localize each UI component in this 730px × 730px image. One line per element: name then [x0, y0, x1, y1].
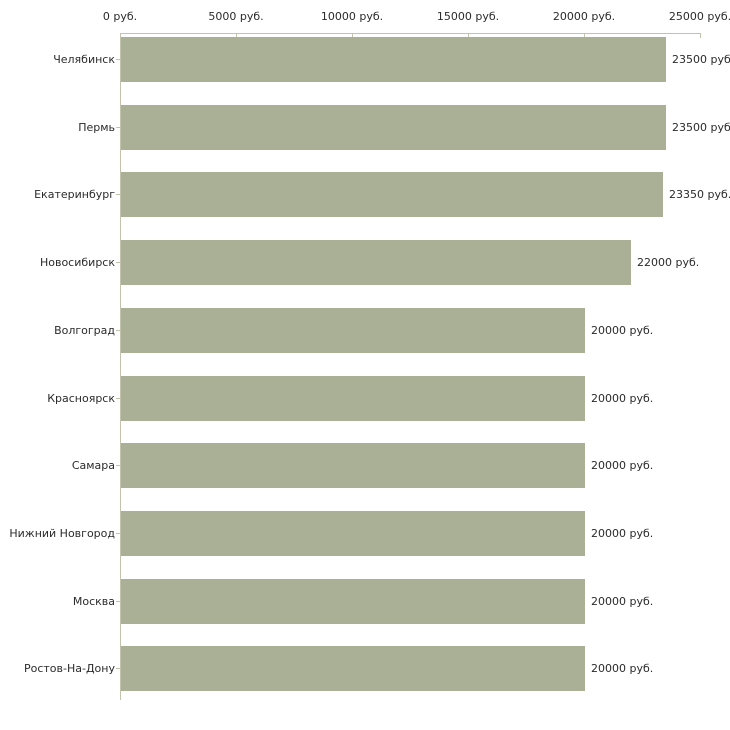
y-axis-tick: [116, 262, 121, 263]
y-axis-tick: [116, 465, 121, 466]
x-axis-tick: [352, 33, 353, 38]
y-axis-tick: [116, 668, 121, 669]
category-label: Новосибирск: [39, 256, 115, 269]
y-axis-tick: [116, 194, 121, 195]
value-label: 20000 руб.: [591, 392, 654, 405]
bar: [121, 376, 585, 421]
y-axis-tick: [116, 59, 121, 60]
x-axis-tick: [700, 33, 701, 38]
category-label: Нижний Новгород: [9, 527, 115, 540]
x-axis-tick: [468, 33, 469, 38]
bar: [121, 172, 663, 217]
value-label: 23500 руб.: [672, 53, 730, 66]
category-label: Волгоград: [54, 324, 115, 337]
category-label: Москва: [72, 595, 115, 608]
x-axis-line: [120, 33, 701, 34]
category-label: Самара: [71, 459, 115, 472]
bar: [121, 105, 666, 150]
y-axis-tick: [116, 127, 121, 128]
category-label: Екатеринбург: [34, 188, 115, 201]
value-label: 23350 руб.: [669, 188, 730, 201]
bar: [121, 240, 631, 285]
x-axis-tick-label: 0 руб.: [102, 10, 138, 23]
value-label: 20000 руб.: [591, 324, 654, 337]
y-axis-tick: [116, 601, 121, 602]
x-axis-tick: [236, 33, 237, 38]
x-axis-tick: [584, 33, 585, 38]
value-label: 20000 руб.: [591, 527, 654, 540]
bar: [121, 443, 585, 488]
value-label: 20000 руб.: [591, 459, 654, 472]
value-label: 23500 руб.: [672, 121, 730, 134]
value-label: 22000 руб.: [637, 256, 700, 269]
category-label: Пермь: [78, 121, 115, 134]
x-axis-tick-label: 15000 руб.: [436, 10, 500, 23]
bar: [121, 646, 585, 691]
x-axis-tick-label: 5000 руб.: [208, 10, 264, 23]
x-axis-tick-label: 25000 руб.: [668, 10, 730, 23]
y-axis-line: [120, 33, 121, 700]
value-label: 20000 руб.: [591, 662, 654, 675]
y-axis-tick: [116, 533, 121, 534]
category-label: Ростов-На-Дону: [23, 662, 115, 675]
y-axis-tick: [116, 330, 121, 331]
bar: [121, 579, 585, 624]
y-axis-tick: [116, 398, 121, 399]
bar: [121, 37, 666, 82]
category-label: Челябинск: [53, 53, 115, 66]
category-label: Красноярск: [47, 392, 115, 405]
x-axis-tick-label: 20000 руб.: [552, 10, 616, 23]
bar: [121, 308, 585, 353]
x-axis-tick-label: 10000 руб.: [320, 10, 384, 23]
bar: [121, 511, 585, 556]
value-label: 20000 руб.: [591, 595, 654, 608]
